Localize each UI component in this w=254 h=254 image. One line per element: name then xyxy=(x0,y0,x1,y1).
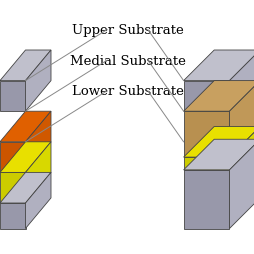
Polygon shape xyxy=(0,81,25,112)
Polygon shape xyxy=(25,112,51,173)
Polygon shape xyxy=(183,140,254,170)
Text: Medial Substrate: Medial Substrate xyxy=(69,55,185,67)
Polygon shape xyxy=(183,51,254,81)
Polygon shape xyxy=(0,203,25,229)
Polygon shape xyxy=(0,112,51,142)
Polygon shape xyxy=(0,142,51,173)
Polygon shape xyxy=(183,81,229,112)
Polygon shape xyxy=(229,51,254,112)
Polygon shape xyxy=(183,112,229,157)
Text: Lower Substrate: Lower Substrate xyxy=(71,85,183,98)
Polygon shape xyxy=(229,127,254,170)
Polygon shape xyxy=(0,173,51,203)
Polygon shape xyxy=(0,51,51,81)
Text: Upper Substrate: Upper Substrate xyxy=(71,24,183,37)
Polygon shape xyxy=(229,81,254,157)
Polygon shape xyxy=(0,173,25,203)
Polygon shape xyxy=(183,157,229,170)
Polygon shape xyxy=(183,170,229,229)
Polygon shape xyxy=(229,140,254,229)
Polygon shape xyxy=(183,127,254,157)
Polygon shape xyxy=(25,142,51,203)
Polygon shape xyxy=(25,173,51,229)
Polygon shape xyxy=(0,142,25,173)
Polygon shape xyxy=(183,81,254,112)
Polygon shape xyxy=(25,51,51,112)
